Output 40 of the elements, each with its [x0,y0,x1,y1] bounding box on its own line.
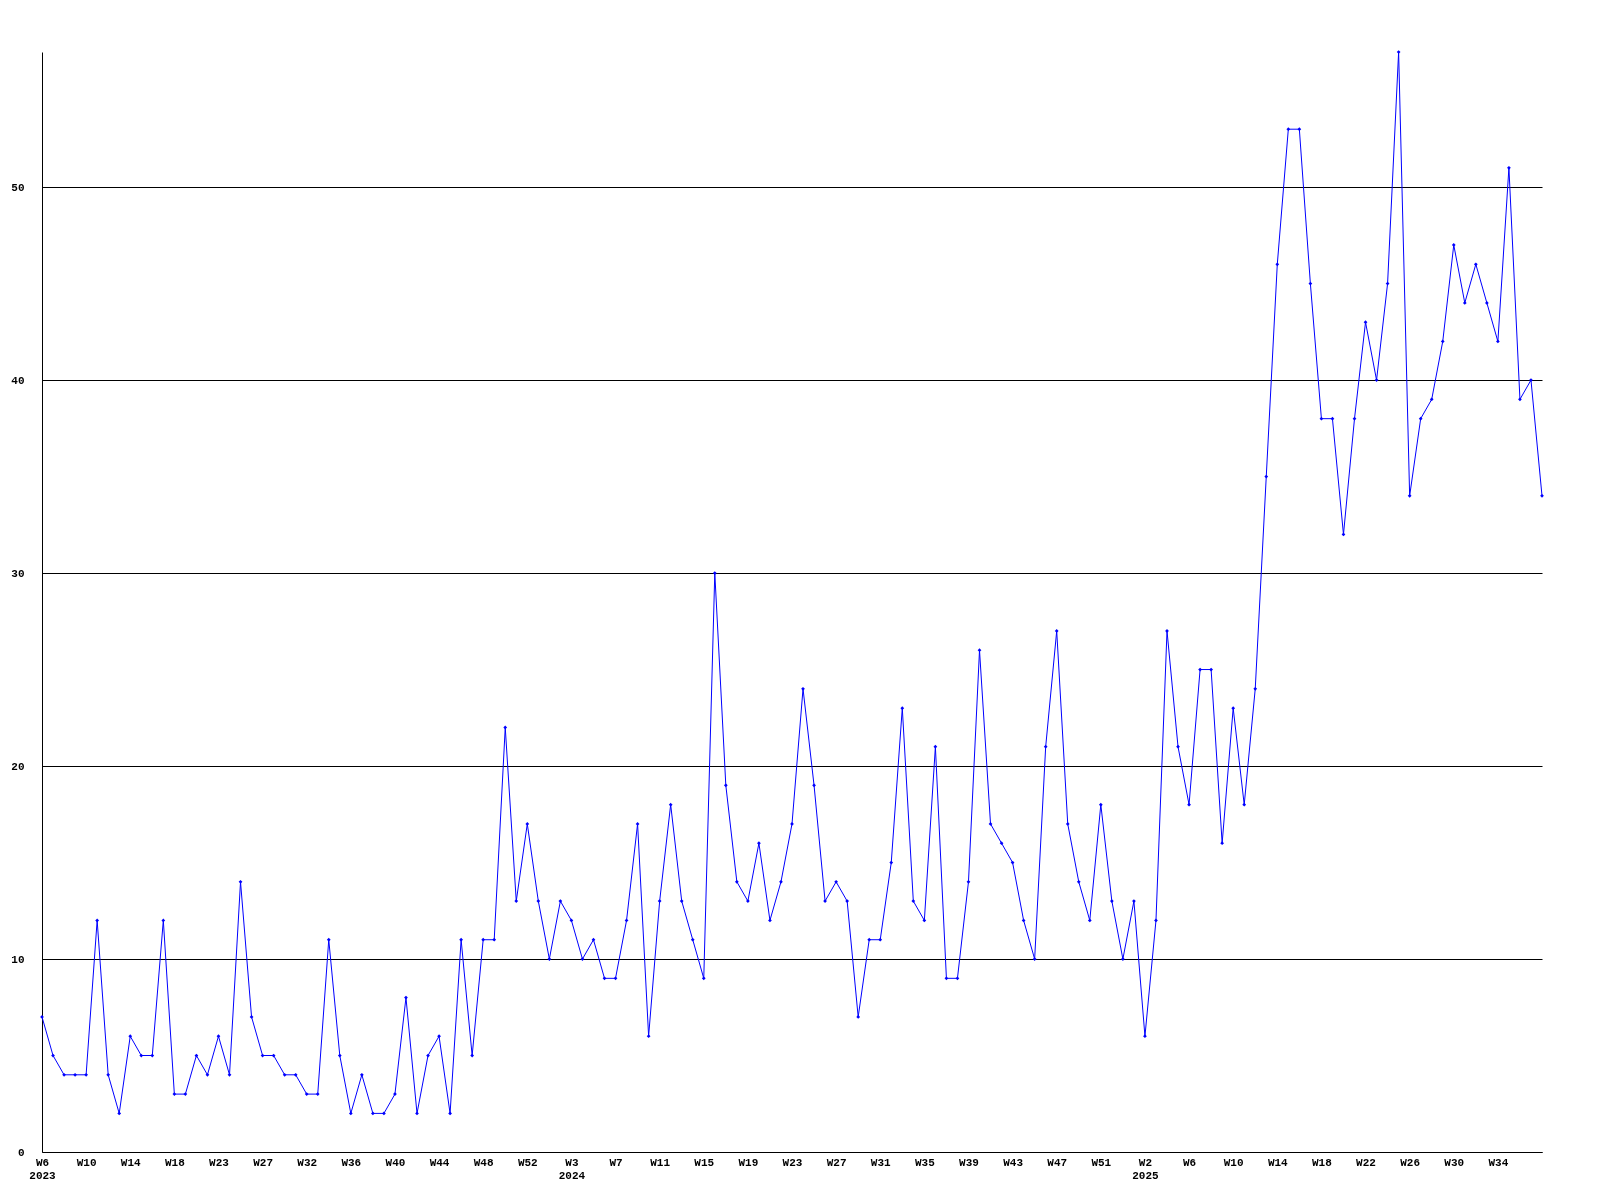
x-tick-label: W10 [76,1156,97,1169]
x-tick-label: W27 [253,1156,273,1169]
x-tick-label: W18 [1312,1156,1333,1169]
x-tick-label: W43 [1003,1156,1024,1169]
x-tick-label: W18 [164,1156,186,1169]
x-tick-label: W39 [959,1156,979,1169]
x-tick-label: W10 [1223,1156,1244,1169]
x-tick-label: W26 [1400,1156,1421,1169]
x-tick-label: W3 2024 [558,1156,586,1182]
x-tick-label: W7 [609,1156,623,1169]
x-tick-label: W22 [1356,1156,1376,1169]
x-tick-label: W40 [385,1156,406,1169]
y-tick-label: 40 [11,374,25,387]
x-tick-label: W30 [1444,1156,1465,1169]
x-tick-label: W32 [297,1156,318,1169]
x-tick-label: W6 [1182,1156,1197,1169]
x-tick-label: W15 [694,1156,715,1169]
x-tick-label: W36 [341,1156,362,1169]
x-tick-label: W23 [209,1156,230,1169]
x-tick-label: W14 [120,1156,142,1169]
y-tick-label: 10 [11,953,25,966]
x-tick-label: W6 2023 [29,1156,57,1182]
y-tick-label: 30 [11,567,25,580]
x-tick-label: W52 [517,1156,538,1169]
x-tick-label: W23 [782,1156,803,1169]
x-tick-label: W48 [473,1156,494,1169]
x-tick-label: W11 [650,1156,671,1169]
x-tick-label: W47 [1047,1156,1068,1169]
x-tick-label: W14 [1267,1156,1289,1169]
y-tick-label: 0 [17,1146,25,1159]
x-tick-label: W19 [738,1156,759,1169]
x-tick-label: W2 2025 [1132,1156,1160,1182]
x-tick-label: W44 [429,1156,450,1169]
x-tick-label: W31 [870,1156,892,1169]
y-tick-label: 50 [11,181,25,194]
x-tick-label: W51 [1091,1156,1112,1169]
x-tick-label: W27 [826,1156,847,1169]
y-tick-label: 20 [11,760,25,773]
x-tick-label: W35 [914,1156,936,1169]
x-tick-label: W34 [1488,1156,1509,1169]
